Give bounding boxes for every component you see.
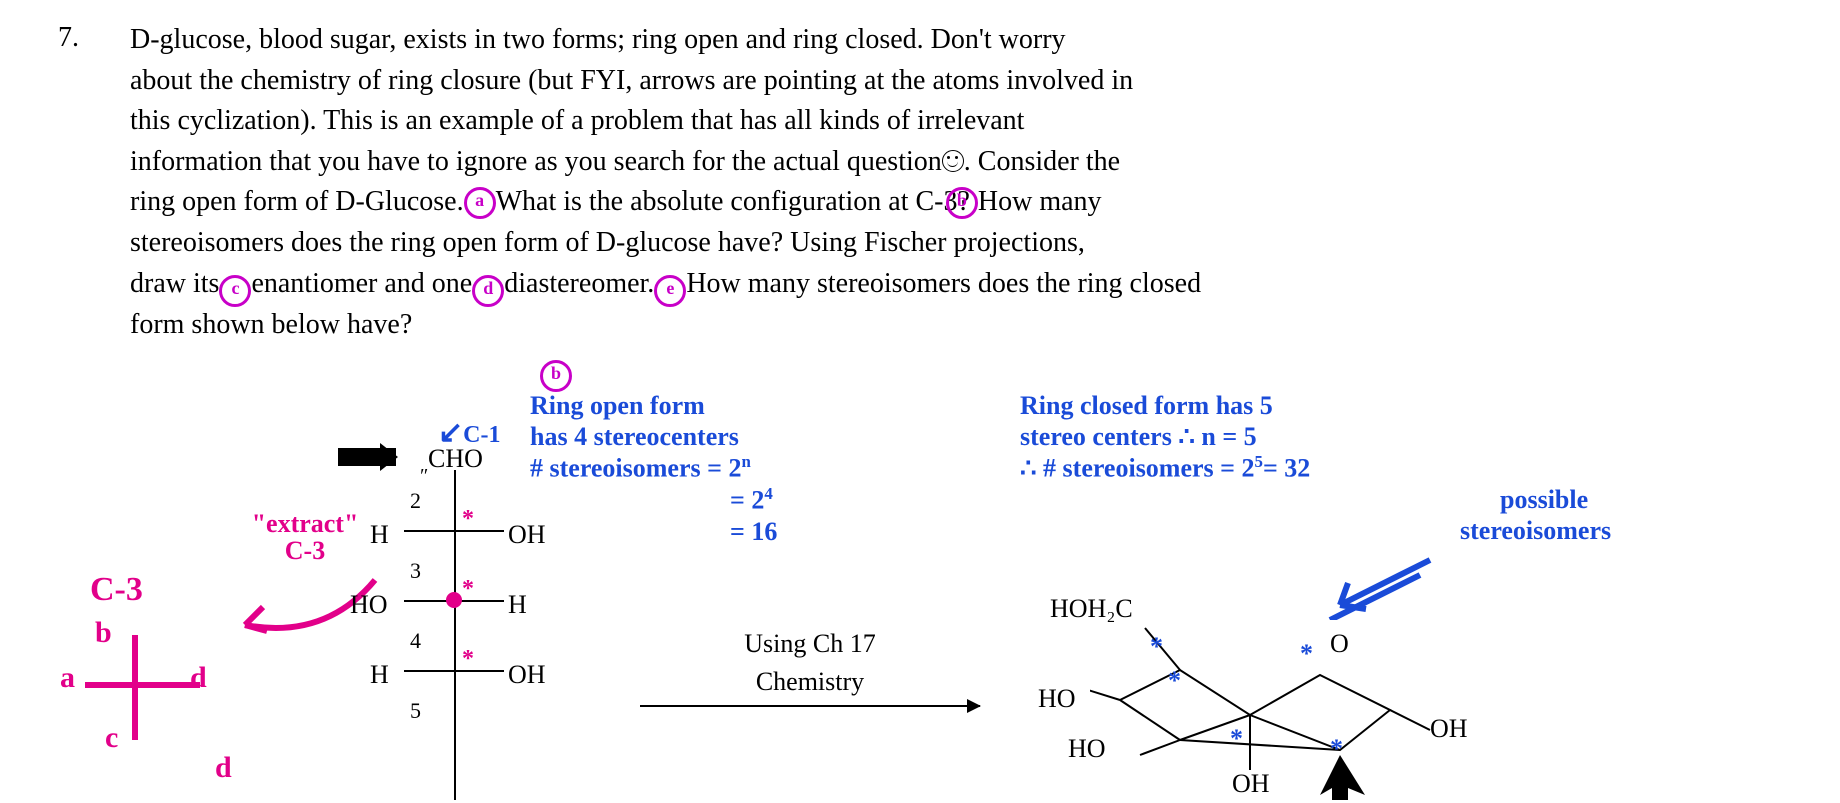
hw-ring-open: Ring open form has 4 stereocenters # ste… (530, 390, 950, 547)
hw-b-l2: has 4 stereocenters (530, 421, 950, 452)
q-line5a: ring open form of D-Glucose. (130, 186, 464, 217)
badge-a: a (464, 187, 496, 219)
fischer-oh2: OH (508, 516, 546, 554)
badge-c: c (219, 275, 251, 307)
q-line1: D-glucose, blood sugar, exists in two fo… (130, 24, 1066, 55)
fischer-h4: H (370, 656, 389, 694)
hw-b-l5: = 16 (730, 516, 950, 547)
mid-l1: Using Ch 17 (710, 625, 910, 663)
fischer-projection: CHO 2 H OH * 3 HO H * 4 H OH * 5 (350, 440, 570, 800)
q-line7d: How many stereoisomers does the ring clo… (686, 268, 1201, 299)
fischer-h3: H (508, 586, 527, 624)
q-line5c: How many (978, 186, 1102, 217)
q-line6: stereoisomers does the ring open form of… (130, 227, 1085, 258)
hw-a-lab: a (60, 660, 75, 696)
hw-e-l4: possible (1500, 484, 1740, 515)
q-line8: form shown below have? (130, 309, 412, 340)
fischer-n2: 2 (410, 485, 421, 517)
mid-label: Using Ch 17 Chemistry (710, 625, 910, 700)
hw-e-title: Ring closed form has 5 (1020, 390, 1740, 421)
hw-e-l2: stereo centers ∴ n = 5 (1020, 421, 1740, 452)
q-line4a: information that you have to ignore as y… (130, 146, 942, 177)
blue-arrow-icon (1320, 550, 1440, 620)
pink-dot-icon (446, 592, 462, 608)
badge-b: b (946, 187, 978, 219)
hw-e-exp: 5 (1254, 452, 1262, 471)
fischer-h2: H (370, 516, 389, 554)
q-line2: about the chemistry of ring closure (but… (130, 65, 1133, 96)
q-line7c: diastereomer. (504, 268, 654, 299)
arrow-up-icon (1310, 750, 1390, 800)
fischer-oh4: OH (508, 656, 546, 694)
badge-e: e (654, 275, 686, 307)
fischer-ho3: HO (350, 586, 388, 624)
q-line3: this cyclization). This is an example of… (130, 105, 1024, 136)
ring-HO2: HO (1068, 730, 1106, 768)
hw-b-exp2: 4 (764, 484, 772, 503)
hw-b-l4: = 2 (730, 486, 764, 515)
hw-e-l5: stereoisomers (1460, 515, 1740, 546)
q-line7b: enantiomer and one (251, 268, 472, 299)
pink-cross-icon (80, 630, 220, 750)
hw-c3-left: C-3 (90, 570, 143, 611)
fischer-n5: 5 (410, 695, 421, 727)
fischer-n3: 3 (410, 555, 421, 587)
q-line4b: . Consider the (964, 146, 1120, 177)
question-number: 7. (58, 18, 79, 59)
ring-HO1: HO (1038, 680, 1076, 718)
badge-d: d (472, 275, 504, 307)
reaction-arrow-icon (640, 705, 980, 707)
fischer-n4: 4 (410, 625, 421, 657)
badge-b-below: b (540, 360, 572, 392)
ring-OH1: OH (1430, 710, 1468, 748)
chair-skeleton-icon (1090, 610, 1450, 780)
question-text: D-glucose, blood sugar, exists in two fo… (130, 20, 1770, 346)
ring-OH2: OH (1232, 765, 1270, 803)
hw-e-eq: = 32 (1263, 454, 1310, 483)
ring-O: O (1330, 625, 1349, 663)
mid-l2: Chemistry (710, 663, 910, 701)
hw-e-l3: ∴ # stereoisomers = 2 (1020, 454, 1254, 483)
smiley-icon (942, 150, 964, 172)
hw-b-title: Ring open form (530, 390, 950, 421)
q-line5b: What is the absolute configuration at C-… (496, 186, 970, 217)
hw-b-exp: n (741, 452, 750, 471)
hw-ring-closed: Ring closed form has 5 stereo centers ∴ … (1020, 390, 1740, 547)
q-line7a: draw its (130, 268, 219, 299)
